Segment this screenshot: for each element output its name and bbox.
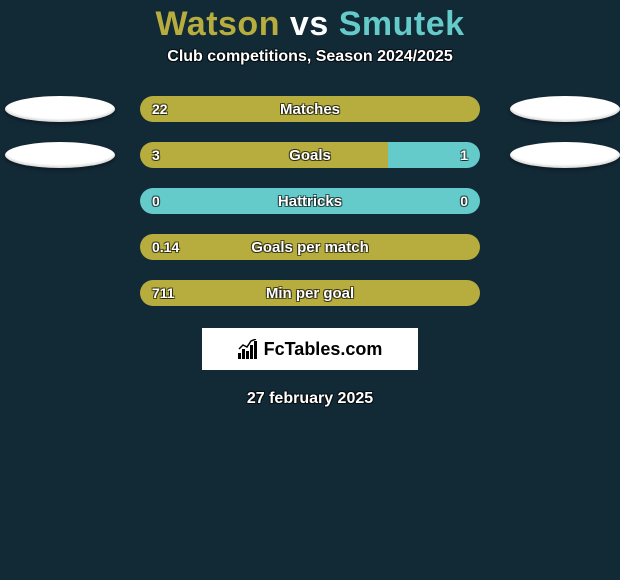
metric-bar: Hattricks00 xyxy=(140,188,480,214)
metric-bar: Matches22 xyxy=(140,96,480,122)
side-marker xyxy=(5,96,115,122)
metric-bar: Goals per match0.14 xyxy=(140,234,480,260)
logo-box: FcTables.com xyxy=(202,328,418,370)
side-marker xyxy=(510,96,620,122)
comparison-infographic: Watson vs Smutek Club competitions, Seas… xyxy=(0,0,620,580)
player2-name: Smutek xyxy=(339,5,465,43)
bar-fill-right xyxy=(140,188,480,214)
logo-text: FcTables.com xyxy=(264,339,383,360)
metric-bars: Matches22 Goals31 Hattricks00 Goals per mat… xyxy=(0,96,620,306)
bar-fill-right xyxy=(388,142,480,168)
player1-name: Watson xyxy=(155,5,280,43)
metric-bar: Goals31 xyxy=(140,142,480,168)
date-text: 27 february 2025 xyxy=(0,390,620,408)
side-marker xyxy=(5,142,115,168)
vs-text: vs xyxy=(290,5,329,43)
metric-bar: Min per goal711 xyxy=(140,280,480,306)
page-title: Watson vs Smutek xyxy=(0,5,620,44)
chart-icon xyxy=(238,339,260,359)
bar-fill-left xyxy=(140,142,388,168)
bar-fill-left xyxy=(140,234,480,260)
subtitle: Club competitions, Season 2024/2025 xyxy=(0,48,620,66)
bar-fill-left xyxy=(140,280,480,306)
bar-fill-left xyxy=(140,96,480,122)
side-marker xyxy=(510,142,620,168)
